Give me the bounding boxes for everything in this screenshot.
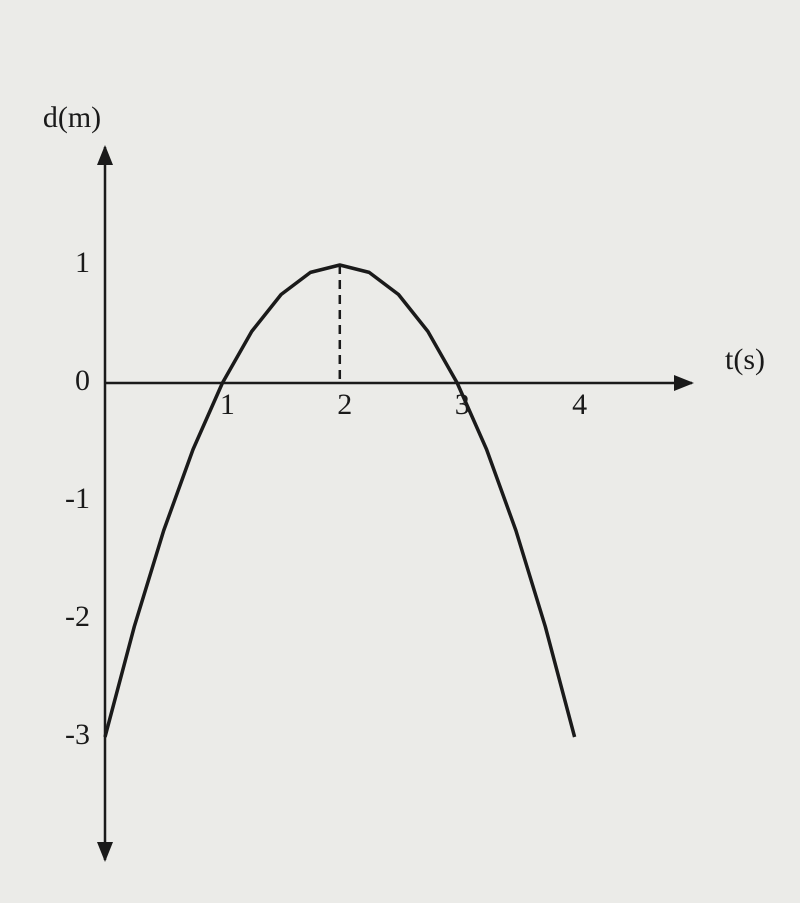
y-tick-label: 0 xyxy=(75,364,90,397)
y-axis-label: d(m) xyxy=(43,101,101,134)
y-tick-label: -1 xyxy=(65,482,90,515)
y-tick-label: -3 xyxy=(65,718,90,751)
x-tick-label: 3 xyxy=(455,388,470,421)
y-tick-label: -2 xyxy=(65,600,90,633)
x-axis-label: t(s) xyxy=(725,343,765,376)
x-tick-label: 2 xyxy=(337,388,352,421)
y-tick-label: 1 xyxy=(75,246,90,279)
x-tick-label: 4 xyxy=(572,388,587,421)
x-tick-label: 1 xyxy=(220,388,235,421)
